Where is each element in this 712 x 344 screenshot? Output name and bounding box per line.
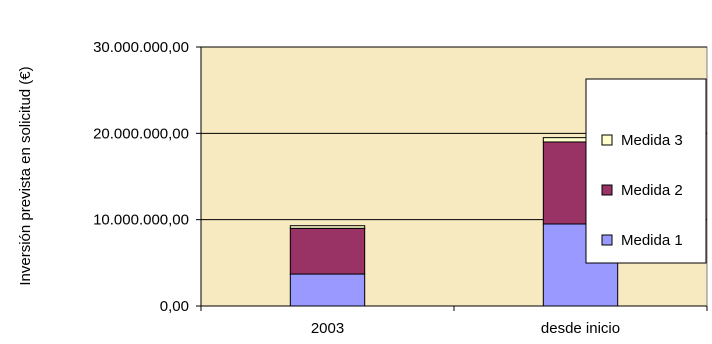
- legend-swatch: [601, 134, 613, 146]
- bar-segment-1-1: [289, 273, 366, 307]
- y-tick-label: 20.000.000,00: [93, 125, 189, 142]
- legend-label: Medida 3: [621, 132, 683, 149]
- axes: [196, 46, 708, 311]
- legend-swatch: [601, 184, 613, 196]
- legend-label: Medida 2: [621, 182, 683, 199]
- legend-label: Medida 1: [621, 232, 683, 249]
- bar-segment-2-1: [289, 227, 366, 275]
- legend-swatch: [601, 234, 613, 246]
- x-tick-labels: 2003 desde inicio: [311, 320, 620, 337]
- legend-box: [585, 78, 707, 264]
- bar-segment-3-1: [289, 225, 366, 229]
- legend: Medida 3 Medida 2 Medida 1: [585, 78, 707, 264]
- y-tick-labels: 0,00 10.000.000,00 20.000.000,00 30.000.000…: [93, 39, 189, 315]
- y-axis-label: Inversión prevista en solicitud (€): [17, 66, 34, 285]
- y-tick-label: 0,00: [160, 298, 189, 315]
- x-tick-label: desde inicio: [541, 320, 620, 337]
- y-tick-label: 10.000.000,00: [93, 212, 189, 229]
- x-tick-label: 2003: [311, 320, 344, 337]
- y-tick-label: 30.000.000,00: [93, 39, 189, 56]
